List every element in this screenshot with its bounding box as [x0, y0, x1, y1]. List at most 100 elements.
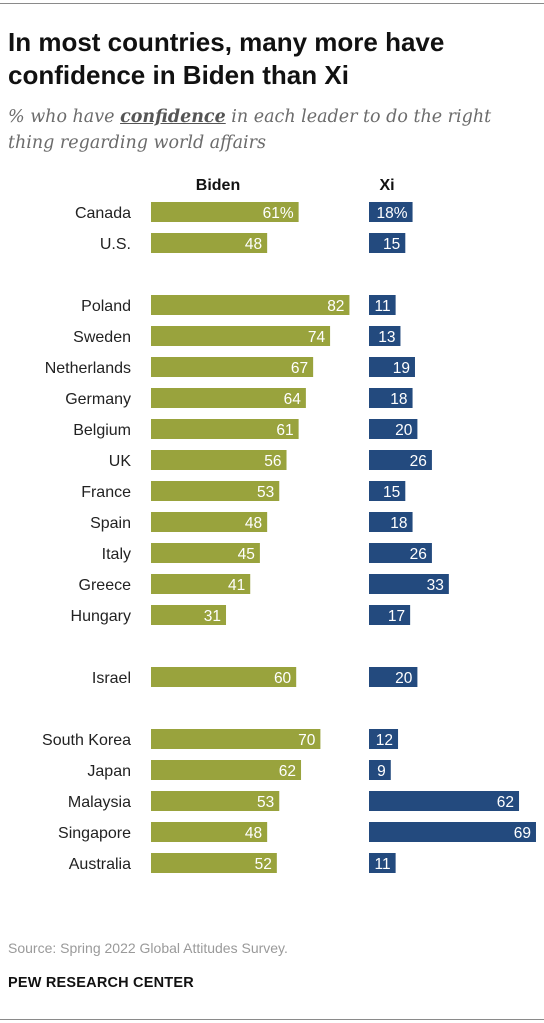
- value-label-xi-poland: 11: [375, 298, 391, 315]
- value-label-biden-greece: 41: [228, 577, 245, 594]
- bar-biden-u-s: [151, 233, 268, 253]
- bar-biden-malaysia: [151, 791, 280, 811]
- series-header-xi: Xi: [379, 177, 394, 194]
- category-label-malaysia: Malaysia: [68, 794, 131, 811]
- category-label-canada: Canada: [75, 205, 131, 222]
- bar-xi-canada: [369, 202, 413, 222]
- bar-xi-malaysia: [369, 791, 520, 811]
- value-label-biden-hungary: 31: [204, 608, 221, 625]
- bar-biden-poland: [151, 295, 350, 315]
- category-label-uk: UK: [109, 453, 132, 470]
- bar-biden-hungary: [151, 605, 227, 625]
- bar-xi-japan: [369, 760, 391, 780]
- bar-biden-australia: [151, 853, 277, 873]
- value-label-biden-poland: 82: [327, 298, 344, 315]
- bar-xi-belgium: [369, 419, 418, 439]
- value-label-xi-israel: 20: [395, 670, 413, 687]
- bar-chart: Biden Xi Canada 61% 18% U.S. 48 15 Poland 82 11 Swe…: [42, 177, 536, 873]
- bottom-rule: [0, 1019, 544, 1020]
- chart-subtitle: % who have confidence in each leader to …: [8, 104, 533, 156]
- bar-xi-south-korea: [369, 729, 399, 749]
- bar-biden-uk: [151, 450, 287, 470]
- value-label-biden-italy: 45: [238, 546, 255, 563]
- category-label-singapore: Singapore: [58, 825, 131, 842]
- bar-biden-japan: [151, 760, 302, 780]
- source-note: Source: Spring 2022 Global Attitudes Sur…: [8, 940, 288, 956]
- value-label-biden-malaysia: 53: [257, 794, 274, 811]
- bar-biden-netherlands: [151, 357, 314, 377]
- value-label-xi-japan: 9: [377, 763, 386, 780]
- value-label-xi-germany: 18: [390, 391, 407, 408]
- category-label-japan: Japan: [87, 763, 131, 780]
- value-label-xi-australia: 11: [375, 856, 391, 873]
- bar-xi-u-s: [369, 233, 406, 253]
- subtitle-emphasis: confidence: [120, 107, 226, 127]
- category-label-germany: Germany: [65, 391, 131, 408]
- value-label-biden-germany: 64: [284, 391, 302, 408]
- value-label-xi-canada: 18%: [377, 205, 408, 222]
- bar-xi-greece: [369, 574, 449, 594]
- category-label-israel: Israel: [92, 670, 131, 687]
- value-label-xi-south-korea: 12: [376, 732, 393, 749]
- series-header-biden: Biden: [196, 177, 240, 194]
- value-label-biden-south-korea: 70: [298, 732, 316, 749]
- value-label-xi-belgium: 20: [395, 422, 413, 439]
- bar-xi-spain: [369, 512, 413, 532]
- value-label-biden-singapore: 48: [245, 825, 262, 842]
- value-label-xi-u-s: 15: [383, 236, 400, 253]
- category-label-spain: Spain: [90, 515, 131, 532]
- bar-xi-germany: [369, 388, 413, 408]
- value-label-biden-uk: 56: [264, 453, 281, 470]
- value-label-xi-malaysia: 62: [497, 794, 514, 811]
- bar-biden-spain: [151, 512, 268, 532]
- bar-biden-italy: [151, 543, 260, 563]
- bar-xi-italy: [369, 543, 432, 563]
- category-label-sweden: Sweden: [73, 329, 131, 346]
- value-label-xi-hungary: 17: [388, 608, 405, 625]
- bar-xi-singapore: [369, 822, 536, 842]
- bar-biden-greece: [151, 574, 251, 594]
- category-label-netherlands: Netherlands: [45, 360, 131, 377]
- subtitle-pre: % who have: [8, 107, 121, 127]
- value-label-xi-singapore: 69: [514, 825, 531, 842]
- value-label-biden-u-s: 48: [245, 236, 262, 253]
- subtitle-post: in each leader to do the right thing reg…: [8, 107, 492, 153]
- category-label-italy: Italy: [102, 546, 131, 563]
- value-label-xi-sweden: 13: [378, 329, 395, 346]
- value-label-biden-canada: 61%: [263, 205, 294, 222]
- chart-title: In most countries, many more have confid…: [8, 27, 445, 90]
- bar-biden-germany: [151, 388, 306, 408]
- category-label-belgium: Belgium: [73, 422, 131, 439]
- value-label-biden-france: 53: [257, 484, 274, 501]
- bar-biden-france: [151, 481, 280, 501]
- bar-xi-uk: [369, 450, 432, 470]
- value-label-biden-spain: 48: [245, 515, 262, 532]
- value-label-biden-sweden: 74: [308, 329, 326, 346]
- bar-biden-singapore: [151, 822, 268, 842]
- bar-xi-australia: [369, 853, 396, 873]
- value-label-xi-greece: 33: [427, 577, 444, 594]
- category-label-australia: Australia: [69, 856, 131, 873]
- value-label-biden-australia: 52: [255, 856, 272, 873]
- category-label-greece: Greece: [79, 577, 132, 594]
- value-label-biden-belgium: 61: [276, 422, 293, 439]
- category-label-south-korea: South Korea: [42, 732, 131, 749]
- bar-biden-belgium: [151, 419, 299, 439]
- value-label-xi-spain: 18: [390, 515, 407, 532]
- top-rule: [0, 3, 544, 4]
- value-label-xi-netherlands: 19: [393, 360, 410, 377]
- category-label-poland: Poland: [81, 298, 131, 315]
- bar-biden-south-korea: [151, 729, 321, 749]
- bar-xi-hungary: [369, 605, 411, 625]
- category-label-u-s: U.S.: [100, 236, 131, 253]
- bar-xi-poland: [369, 295, 396, 315]
- value-label-xi-france: 15: [383, 484, 400, 501]
- value-label-xi-italy: 26: [410, 546, 427, 563]
- bar-biden-canada: [151, 202, 299, 222]
- bar-xi-france: [369, 481, 406, 501]
- bar-biden-sweden: [151, 326, 331, 346]
- org-name: PEW RESEARCH CENTER: [8, 975, 194, 991]
- category-label-france: France: [81, 484, 131, 501]
- bar-xi-israel: [369, 667, 418, 687]
- value-label-biden-netherlands: 67: [291, 360, 308, 377]
